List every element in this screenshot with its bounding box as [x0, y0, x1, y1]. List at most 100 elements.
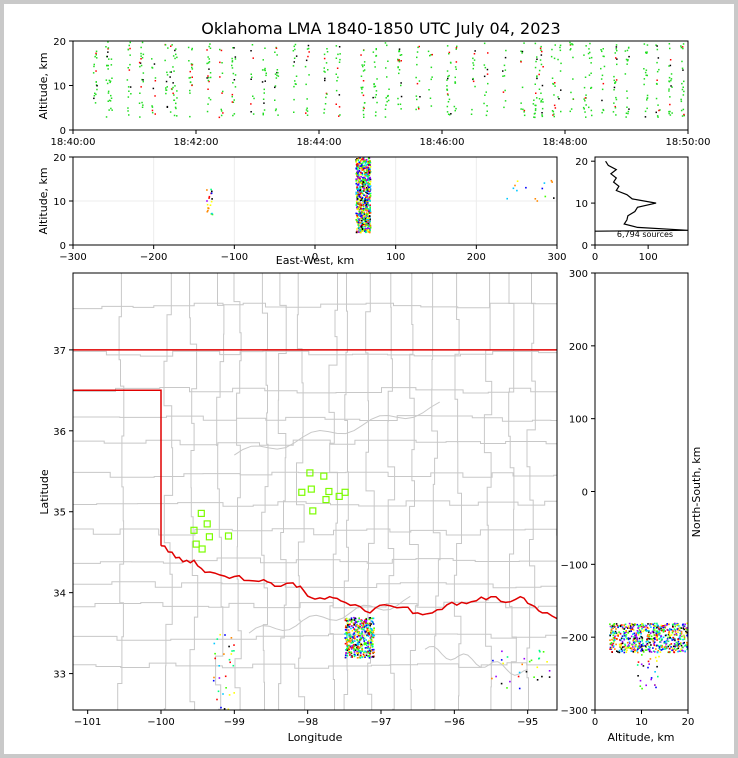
altitude-northsouth-source-point [671, 631, 674, 634]
altitude-northsouth-source-point [624, 623, 627, 626]
northsouth-tick-label: −300 [561, 706, 588, 717]
time-altitude-source-point [151, 109, 154, 112]
plan-view-source-point [371, 632, 374, 634]
altitude-northsouth-source-point [657, 626, 660, 628]
time-altitude-source-point [110, 107, 112, 110]
time-altitude-source-point [96, 57, 98, 59]
altitude-northsouth-source-point [621, 640, 624, 643]
plan-view-source-point [355, 625, 357, 628]
time-altitude-source-point [398, 59, 400, 61]
time-altitude-source-point [305, 112, 307, 114]
county-line [261, 273, 269, 710]
plan-view-source-point [363, 637, 366, 640]
time-altitude-source-point [419, 96, 421, 98]
altitude-northsouth-source-point [675, 645, 677, 647]
eastwest-source-point [367, 231, 369, 233]
altitude-northsouth-source-point [676, 642, 679, 645]
time-altitude-source-point [536, 56, 538, 58]
altitude-northsouth-source-point [652, 641, 655, 643]
time-altitude-source-point [231, 60, 234, 62]
altitude-northsouth-source-point [612, 627, 614, 629]
time-altitude-source-point [520, 50, 522, 52]
altitude-northsouth-source-point [677, 631, 679, 634]
plan-view-source-point [348, 650, 350, 652]
time-altitude-source-point [486, 73, 489, 75]
eastwest-source-point [364, 219, 366, 221]
eastwest-source-point [364, 230, 366, 232]
altitude-northsouth-source-point [632, 641, 635, 644]
time-altitude-source-point [220, 108, 222, 111]
altitude-northsouth-source-point [677, 638, 679, 641]
eastwest-source-point [364, 179, 366, 181]
altitude-northsouth-source-point [684, 644, 687, 646]
altitude-northsouth-source-point [641, 640, 644, 642]
eastwest-source-point [355, 178, 357, 180]
time-altitude-source-point [233, 113, 236, 115]
time-tick-label: 18:46:00 [420, 137, 465, 148]
plan-view-source-point [345, 629, 348, 631]
county-line [424, 645, 528, 676]
eastwest-source-point [357, 165, 359, 168]
time-altitude-source-point [551, 110, 554, 112]
eastwest-source-point [366, 227, 368, 230]
time-altitude-source-point [275, 47, 278, 49]
plan-view-source-point [354, 653, 356, 656]
altitude-northsouth-source-point [623, 632, 626, 634]
altitude-northsouth-source-point [681, 624, 684, 626]
plan-view-source-point [352, 633, 355, 636]
plan-view-source-point [369, 637, 372, 639]
eastwest-tick-label: 300 [547, 252, 566, 263]
time-altitude-source-point [552, 82, 554, 85]
time-altitude-source-point [107, 100, 109, 102]
time-altitude-source-point [231, 95, 233, 98]
altitude-northsouth-source-point [677, 644, 680, 646]
eastwest-source-point [363, 164, 366, 167]
plan-view-source-point [344, 626, 347, 629]
plan-view-source-point [228, 658, 231, 661]
altitude-northsouth-source-point [636, 630, 639, 632]
eastwest-source-point [512, 187, 515, 190]
time-altitude-source-point [448, 51, 451, 54]
plan-view-source-point [348, 623, 351, 626]
time-altitude-source-point [362, 113, 365, 116]
time-altitude-source-point [601, 50, 603, 53]
time-altitude-source-point [220, 114, 223, 117]
time-altitude-source-point [681, 46, 684, 48]
time-altitude-source-point [293, 98, 295, 101]
altitude-northsouth-source-point [664, 630, 666, 632]
lma-station-marker [320, 472, 328, 480]
time-altitude-source-point [324, 79, 326, 82]
altitude-northsouth-source-point [638, 631, 641, 634]
altitude-tick-label: 10 [53, 197, 66, 208]
altitude-northsouth-source-point [631, 648, 633, 650]
longitude-tick-label: −99 [224, 717, 245, 728]
plan-view-source-point [349, 644, 351, 647]
time-altitude-source-point [93, 97, 95, 100]
eastwest-source-point [367, 175, 370, 177]
county-line [73, 581, 557, 589]
altitude-northsouth-source-point [623, 638, 626, 640]
altitude-northsouth-source-point [634, 623, 636, 626]
altitude-northsouth-source-point [680, 644, 683, 647]
time-altitude-source-point [431, 76, 433, 78]
altitude-northsouth-source-point [614, 630, 617, 633]
time-altitude-source-point [107, 51, 109, 53]
plan-view-source-point [369, 624, 371, 627]
plan-view-source-point [367, 623, 370, 625]
altitude-northsouth-source-point [619, 633, 622, 635]
time-altitude-source-point [263, 69, 266, 71]
county-line [483, 273, 493, 710]
time-altitude-source-point [165, 89, 167, 91]
altitude-northsouth-source-point [649, 632, 652, 634]
time-altitude-source-point [400, 108, 402, 110]
altitude-northsouth-source-point [629, 625, 632, 627]
lma-station-marker [309, 507, 317, 515]
eastwest-source-point [541, 187, 544, 190]
eastwest-source-point [366, 213, 368, 216]
time-altitude-source-point [152, 87, 155, 90]
altitude-northsouth-source-point [668, 631, 671, 633]
time-altitude-source-point [560, 110, 562, 113]
eastwest-source-point [369, 212, 372, 214]
time-altitude-source-point [276, 69, 279, 71]
